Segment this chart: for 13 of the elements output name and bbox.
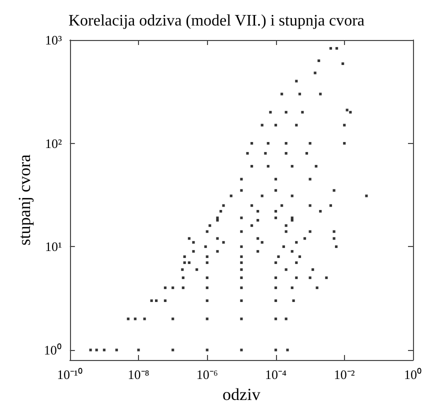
chart-title: Korelacija odziva (model VII.) i stupnja cvora [68,12,365,30]
x-tick-label: 10⁻¹⁰ [56,367,83,382]
y-tick-label: 10³ [44,32,62,48]
x-axis-title: odziv [222,385,261,404]
x-tick-label: 10⁻² [334,367,355,382]
y-tick-label: 10⁰ [44,342,62,358]
y-axis-title: stupanj cvora [15,154,34,246]
x-tick-label: 10⁻⁴ [264,367,287,382]
x-tick-label: 10⁻⁶ [196,367,218,382]
y-tick-label: 10² [44,136,62,151]
x-tick-label: 10⁰ [404,367,422,382]
y-tick-label: 10¹ [44,239,62,254]
x-tick-label: 10⁻⁸ [128,367,150,382]
